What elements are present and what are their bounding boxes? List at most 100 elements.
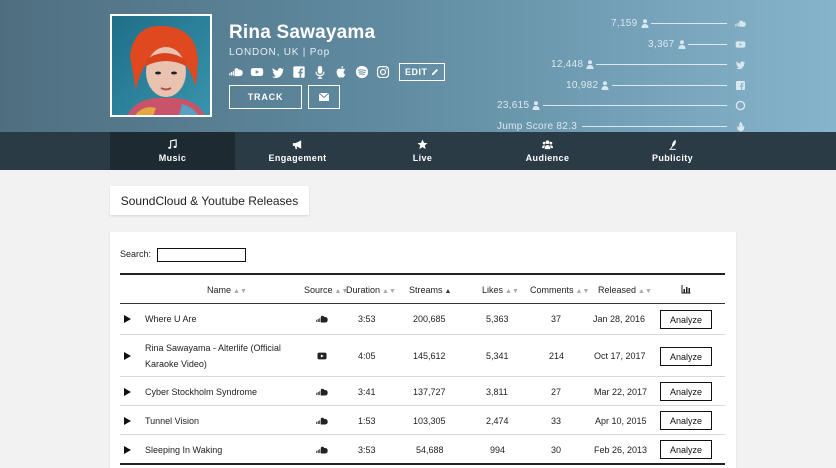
play-icon[interactable]	[124, 446, 131, 454]
track-name: Sleeping In Waking	[145, 445, 223, 455]
sort-icon: ▲▼	[382, 288, 396, 295]
tab-live[interactable]: Live	[360, 132, 485, 170]
search-input[interactable]	[157, 248, 246, 262]
stat-twitter-followers: 12,448	[551, 58, 594, 70]
column-header-name[interactable]: Name ▲▼	[207, 285, 247, 295]
analyze-button[interactable]: Analyze	[660, 382, 712, 401]
track-streams: 54,688	[416, 445, 444, 455]
track-likes: 5,363	[486, 314, 509, 324]
sort-icon: ▲▼	[575, 288, 590, 295]
social-links: EDIT	[229, 63, 445, 81]
table-top-rule	[120, 273, 725, 275]
spotify-icon[interactable]	[355, 65, 369, 79]
section-tabs: Music Engagement Live Audience Publicity	[0, 132, 836, 170]
track-streams: 137,727	[413, 387, 446, 397]
track-comments: 37	[551, 314, 562, 324]
youtube-icon	[317, 352, 327, 360]
play-icon[interactable]	[124, 352, 131, 360]
track-released: Mar 22, 2017	[594, 387, 648, 397]
quill-icon	[669, 139, 676, 150]
stat-soundcloud-followers: 7,159	[611, 17, 649, 29]
facebook-icon	[734, 79, 746, 91]
soundcloud-icon[interactable]	[229, 65, 243, 79]
soundcloud-icon	[316, 315, 328, 323]
person-icon	[678, 39, 686, 49]
track-duration: 3:41	[358, 387, 376, 397]
microphone-icon[interactable]	[313, 65, 327, 79]
person-icon	[641, 18, 649, 28]
apple-icon[interactable]	[334, 65, 348, 79]
tab-publicity[interactable]: Publicity	[610, 132, 735, 170]
track-streams: 103,305	[413, 416, 446, 426]
tab-music[interactable]: Music	[110, 132, 235, 170]
column-header-streams[interactable]: Streams ▲	[409, 285, 452, 295]
track-name: Tunnel Vision	[145, 416, 200, 426]
analyze-button[interactable]: Analyze	[660, 310, 712, 329]
star-icon	[417, 139, 428, 149]
stat-divider	[612, 85, 727, 86]
column-header-duration[interactable]: Duration ▲▼	[346, 285, 396, 295]
megaphone-icon	[292, 140, 302, 150]
instagram-icon[interactable]	[376, 65, 390, 79]
column-header-likes[interactable]: Likes ▲▼	[482, 285, 519, 295]
table-row: Sleeping In Waking 3:53 54,688 994 30 Fe…	[120, 436, 725, 465]
stat-divider	[688, 44, 727, 45]
track-button[interactable]: TRACK	[229, 85, 302, 109]
stat-divider	[651, 23, 727, 24]
track-released: Apr 10, 2015	[595, 416, 647, 426]
table-row: Tunnel Vision 1:53 103,305 2,474 33 Apr …	[120, 407, 725, 435]
soundcloud-icon	[734, 17, 746, 29]
email-button[interactable]	[308, 85, 340, 109]
track-streams: 145,612	[413, 351, 446, 361]
edit-button[interactable]: EDIT	[399, 63, 445, 81]
section-title: SoundCloud & Youtube Releases	[120, 193, 299, 208]
analyze-button[interactable]: Analyze	[660, 347, 712, 366]
facebook-icon[interactable]	[292, 65, 306, 79]
track-duration: 3:53	[358, 445, 376, 455]
sort-icon: ▲▼	[638, 288, 652, 295]
stat-facebook-likes: 10,982	[566, 79, 609, 91]
track-duration: 1:53	[358, 416, 376, 426]
search-label: Search:	[120, 249, 152, 259]
users-icon	[542, 140, 553, 150]
envelope-icon	[319, 93, 329, 101]
play-icon[interactable]	[124, 388, 131, 396]
track-name: Where U Are	[145, 314, 197, 324]
artist-header: Rina Sawayama LONDON, UK | Pop EDIT	[0, 0, 836, 132]
play-icon[interactable]	[124, 315, 131, 323]
table-row: Rina Sawayama - Alterlife (Official Kara…	[120, 336, 725, 377]
flame-icon	[734, 120, 746, 132]
table-row: Where U Are 3:53 200,685 5,363 37 Jan 28…	[120, 304, 725, 335]
twitter-icon[interactable]	[271, 65, 285, 79]
tab-audience[interactable]: Audience	[485, 132, 610, 170]
bar-chart-icon[interactable]	[681, 284, 691, 296]
column-header-released[interactable]: Released ▲▼	[598, 285, 652, 295]
track-comments: 30	[551, 445, 562, 455]
track-name: Cyber Stockholm Syndrome	[145, 387, 258, 397]
stat-divider	[582, 126, 727, 127]
soundcloud-icon	[316, 417, 328, 425]
track-released: Oct 17, 2017	[594, 351, 646, 361]
analyze-button[interactable]: Analyze	[660, 440, 712, 459]
track-released: Jan 28, 2016	[593, 314, 646, 324]
play-icon[interactable]	[124, 417, 131, 425]
track-comments: 214	[549, 351, 565, 361]
stat-jump-score: Jump Score 82.3	[497, 120, 578, 132]
sort-icon: ▲▼	[334, 288, 349, 295]
track-likes: 5,341	[486, 351, 509, 361]
tab-engagement[interactable]: Engagement	[235, 132, 360, 170]
stat-divider	[596, 64, 727, 65]
sort-icon: ▲▼	[505, 288, 519, 295]
instagram-icon	[734, 99, 746, 111]
releases-table-panel: Search: Name ▲▼ Source ▲▼ Duration ▲▼ Strea…	[110, 232, 736, 468]
artist-location-genre: LONDON, UK | Pop	[229, 47, 330, 58]
soundcloud-icon	[316, 446, 328, 454]
youtube-icon[interactable]	[250, 65, 264, 79]
analyze-button[interactable]: Analyze	[660, 411, 712, 430]
track-streams: 200,685	[413, 314, 446, 324]
column-header-source[interactable]: Source ▲▼	[304, 285, 349, 295]
column-header-comments[interactable]: Comments ▲▼	[530, 285, 590, 295]
track-likes: 2,474	[486, 416, 509, 426]
music-note-icon	[168, 139, 177, 149]
artist-name: Rina Sawayama	[229, 22, 376, 43]
